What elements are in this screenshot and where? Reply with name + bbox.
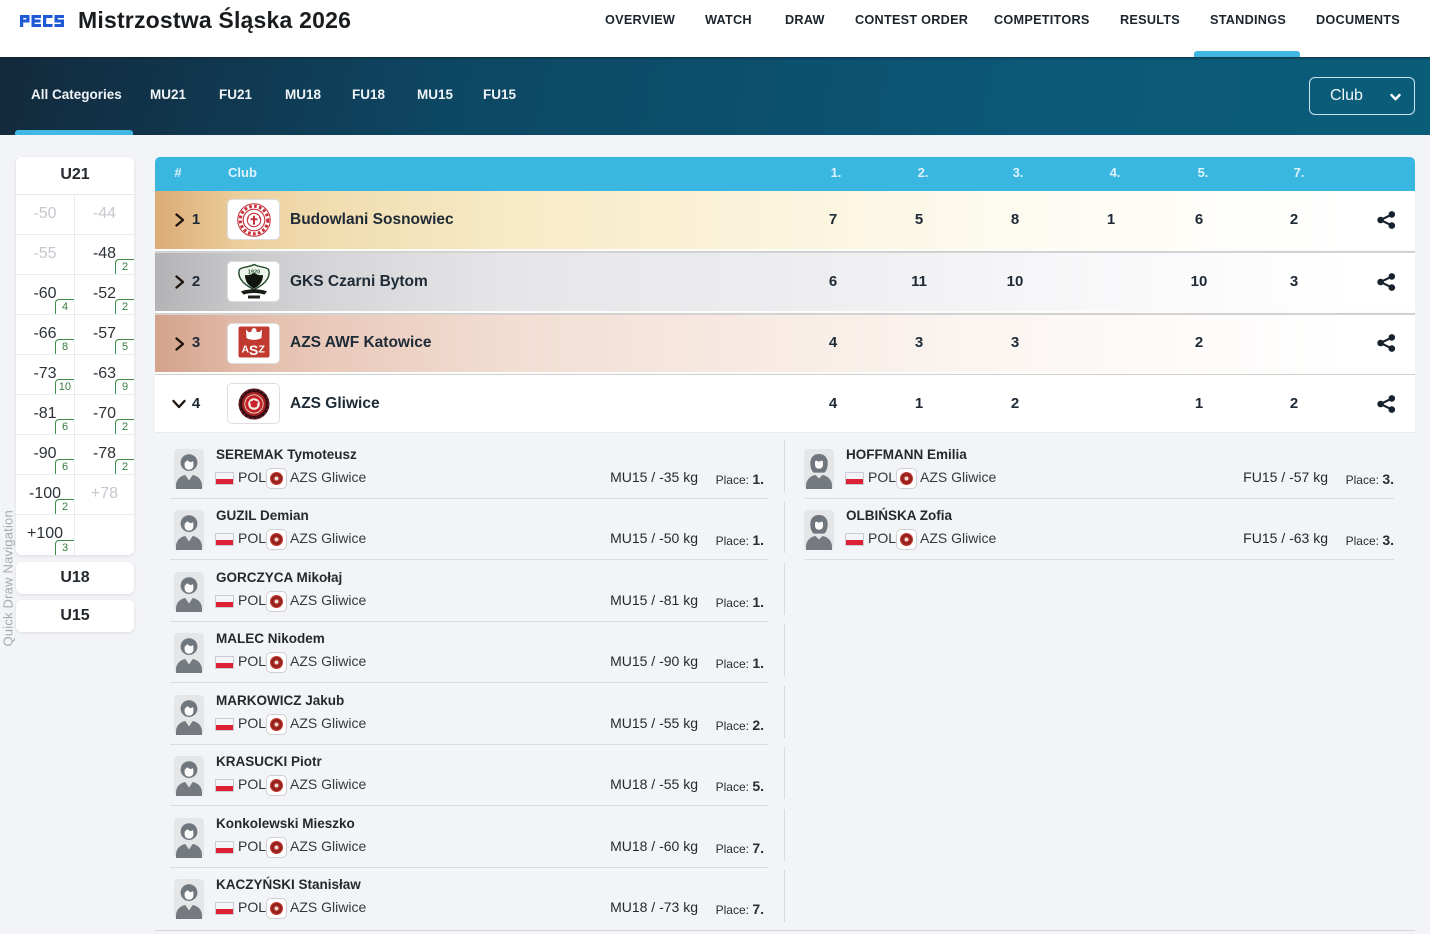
svg-text:Z: Z <box>258 344 265 356</box>
svg-text:1920: 1920 <box>247 269 259 275</box>
svg-text:S: S <box>249 342 258 358</box>
svg-text:A: A <box>241 344 249 356</box>
